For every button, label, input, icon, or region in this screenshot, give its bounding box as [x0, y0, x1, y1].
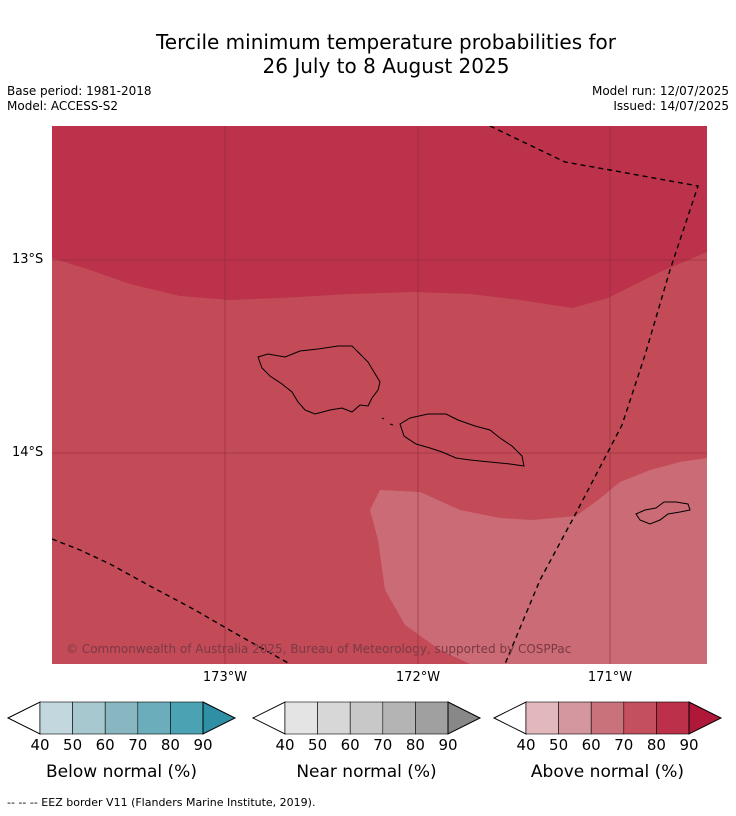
colorbar-segment: [104, 701, 139, 735]
colorbar-segment: [656, 701, 690, 735]
graticule: [52, 126, 707, 664]
colorbar-tick-label: 50: [63, 736, 83, 754]
colorbar-segment: [284, 701, 318, 735]
islands: [257, 345, 691, 525]
map-area: © Commonwealth of Australia 2025, Bureau…: [52, 126, 707, 664]
region-60-70: [370, 458, 707, 664]
copyright-notice: © Commonwealth of Australia 2025, Bureau…: [66, 642, 571, 656]
footer-note: -- -- -- EEZ border V11 (Flanders Marine…: [7, 796, 316, 809]
colorbar-segment: [590, 701, 625, 735]
colorbar-tick-label: 50: [549, 736, 569, 754]
model-name: Model: ACCESS-S2: [7, 99, 119, 113]
colorbar-over-triangle: [202, 701, 237, 735]
colorbar-under-triangle: [251, 701, 286, 735]
small-islet: [381, 417, 394, 426]
colorbar-tick-label: 90: [438, 736, 458, 754]
colorbar-under-triangle: [492, 701, 527, 735]
colorbar-segment: [39, 701, 73, 735]
colorbar-tick-label: 80: [160, 736, 180, 754]
colorbar-tick-label: 50: [308, 736, 328, 754]
tutuila-island: [635, 501, 691, 525]
map-title: Tercile minimum temperature probabilitie…: [0, 30, 736, 78]
colorbar-tick-label: 60: [581, 736, 601, 754]
meta-left: Base period: 1981-2018 Model: ACCESS-S2: [7, 84, 152, 114]
lat-label-14s: 14°S: [12, 445, 44, 460]
title-line-1: Tercile minimum temperature probabilitie…: [155, 30, 617, 54]
savaii-island: [257, 345, 381, 415]
colorbar-tick-label: 60: [95, 736, 115, 754]
issued-date: Issued: 14/07/2025: [613, 99, 729, 113]
colorbar-tick-label: 60: [340, 736, 360, 754]
colorbar-tick-label: 70: [373, 736, 393, 754]
colorbar-tick-label: 90: [679, 736, 699, 754]
colorbar-2: [492, 701, 723, 735]
colorbar-title: Near normal (%): [296, 762, 437, 782]
colorbar-segment: [317, 701, 351, 735]
title-line-2: 26 July to 8 August 2025: [262, 54, 510, 78]
colorbar-tick-label: 90: [193, 736, 213, 754]
colorbar-tick-label: 40: [516, 736, 536, 754]
colorbar-segment: [170, 701, 204, 735]
colorbar-segment: [349, 701, 384, 735]
colorbar-tick-label: 40: [30, 736, 50, 754]
base-period: Base period: 1981-2018: [7, 84, 152, 98]
eez-border: [52, 126, 699, 664]
colorbar-title: Above normal (%): [530, 762, 685, 782]
colorbars: [6, 701, 723, 735]
colorbar-tick-label: 40: [275, 736, 295, 754]
colorbar-segment: [623, 701, 657, 735]
colorbar-segment: [415, 701, 449, 735]
colorbar-segment: [137, 701, 171, 735]
upolu-island: [399, 413, 525, 467]
lon-label-172w: 172°W: [395, 670, 441, 685]
lon-label-171w: 171°W: [587, 670, 633, 685]
colorbar-tick-label: 80: [646, 736, 666, 754]
colorbar-under-triangle: [6, 701, 41, 735]
lat-label-13s: 13°S: [12, 252, 44, 267]
region-80-90: [52, 126, 707, 308]
colorbar-segment: [558, 701, 592, 735]
colorbar-0: [6, 701, 237, 735]
colorbar-segment: [525, 701, 559, 735]
colorbar-over-triangle: [447, 701, 482, 735]
colorbar-over-triangle: [688, 701, 723, 735]
colorbar-1: [251, 701, 482, 735]
colorbar-title: Below normal (%): [46, 762, 197, 782]
colorbar-tick-label: 70: [128, 736, 148, 754]
lon-label-173w: 173°W: [202, 670, 248, 685]
meta-right: Model run: 12/07/2025 Issued: 14/07/2025: [592, 84, 729, 114]
colorbar-segment: [382, 701, 416, 735]
colorbar-segment: [72, 701, 106, 735]
colorbar-tick-label: 70: [614, 736, 634, 754]
colorbar-tick-label: 80: [405, 736, 425, 754]
model-run: Model run: 12/07/2025: [591, 84, 729, 98]
